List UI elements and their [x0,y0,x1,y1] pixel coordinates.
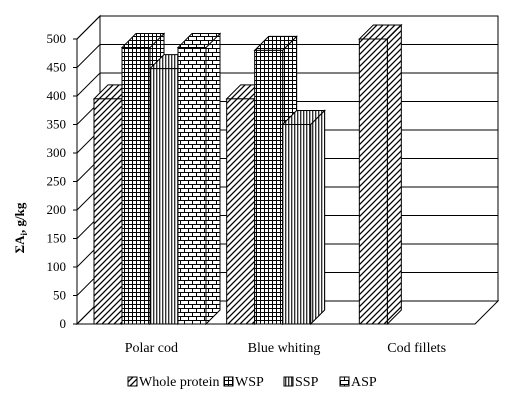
y-tick-label: 500 [47,31,67,46]
bar-whole-protein [358,23,403,326]
legend-label: Whole protein [139,375,219,390]
y-axis-label-rest: , g/kg [12,202,27,233]
bar-asp [176,32,222,326]
category-label: Blue whiting [248,341,321,356]
bar-side [205,32,221,326]
gridline-side-400 [76,72,101,97]
bar-side [310,109,326,326]
bar-front [226,98,256,325]
gridline-side-500 [76,15,101,40]
category-label: Polar cod [125,341,178,356]
legend: Whole protein WSP SSP ASP [127,375,377,390]
y-tick-labels: 0 50 100 150 200 250 300 350 400 450 500 [47,31,67,331]
y-tick-label: 450 [47,60,67,75]
legend-item: SSP [283,375,319,390]
legend-label: WSP [235,375,264,390]
bar-front [121,47,151,325]
legend-label: SSP [295,375,319,390]
category-labels: Polar cod Blue whiting Cod fillets [125,341,446,356]
y-tick-label: 150 [47,231,67,246]
y-tick-label: 400 [47,88,67,103]
legend-swatch [223,376,234,387]
y-tick-label: 0 [60,316,67,331]
legend-item: Whole protein [127,375,219,390]
bar-front [177,47,207,325]
legend-swatch [339,376,350,387]
y-tick-label: 100 [47,259,67,274]
y-tick-label: 200 [47,202,67,217]
bar-front [254,49,284,325]
y-axis-label-sub: i [19,232,29,235]
bar-front [358,38,388,325]
legend-swatch [127,376,138,387]
legend-swatch [283,376,294,387]
y-axis-label: ΣAi, g/kg [12,202,29,253]
legend-item: WSP [223,375,264,390]
category-label: Cod fillets [387,341,446,356]
bar-ssp [281,109,326,326]
bars [92,23,403,326]
y-tick-label: 300 [47,145,67,160]
y-tick-label: 250 [47,174,67,189]
y-axis-label-main: ΣA [12,235,27,253]
bar-front [93,98,123,325]
legend-label: ASP [351,375,377,390]
bar-front [149,68,179,325]
bar-side [386,23,402,326]
gridline-side-450 [76,44,101,68]
bar-front [282,124,312,325]
y-tick-label: 50 [53,288,66,303]
legend-item: ASP [339,375,377,390]
y-tick-label: 350 [47,117,67,132]
